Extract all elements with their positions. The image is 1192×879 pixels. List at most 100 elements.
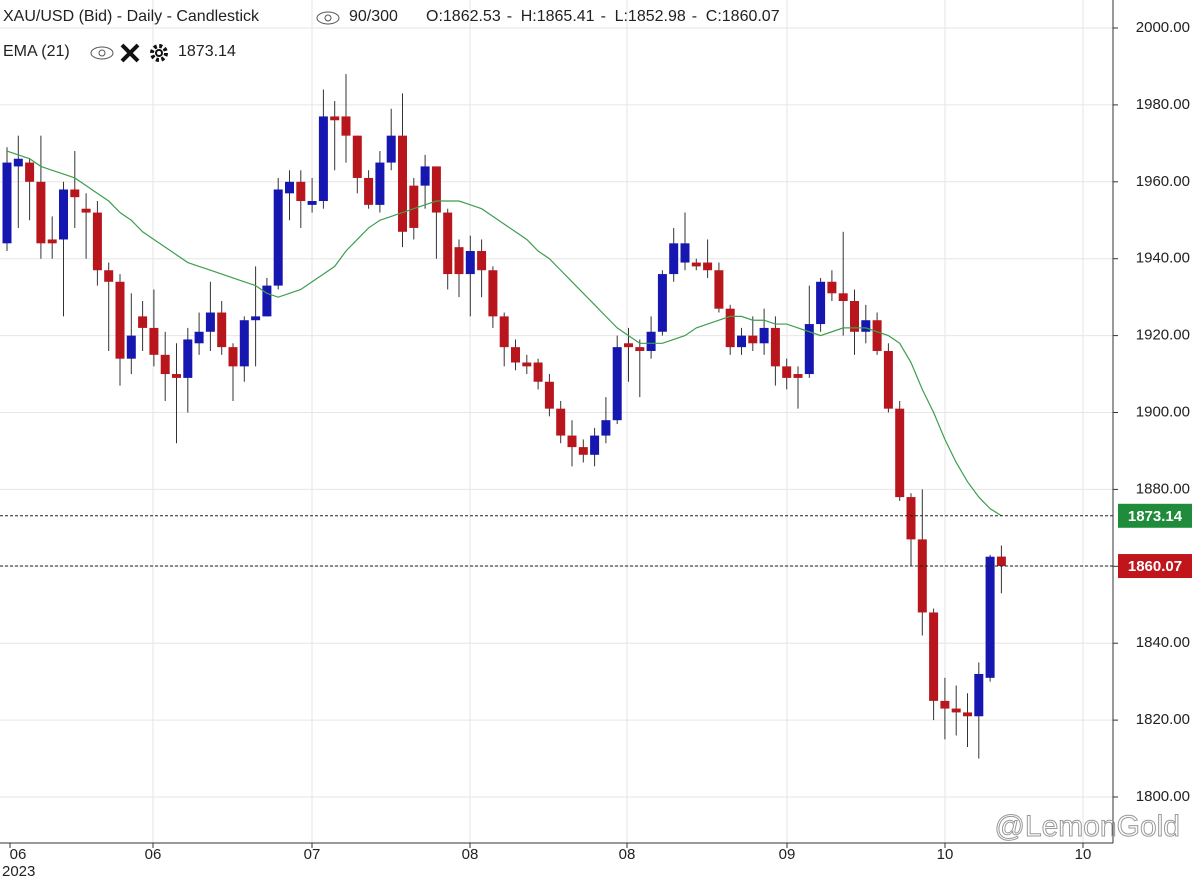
candle-body [398, 135, 407, 232]
candle-body [251, 316, 261, 321]
eye-icon[interactable] [90, 46, 114, 60]
x-tick-label: 10 [937, 846, 954, 863]
x-tick-label: 06 [10, 846, 27, 863]
y-tick-label: 2000.00 [1136, 19, 1190, 36]
candle-body [217, 312, 227, 348]
settings-icon[interactable] [150, 44, 168, 62]
candle-body [477, 251, 487, 271]
candle-body [567, 435, 577, 448]
candle-body [296, 181, 306, 202]
candle-body [793, 374, 803, 378]
y-tick-label: 1800.00 [1136, 788, 1190, 805]
candle-body [465, 251, 475, 275]
candle-body [172, 374, 181, 378]
eye-icon[interactable] [316, 11, 340, 25]
candle-body [691, 262, 701, 267]
candle-body [443, 212, 453, 275]
candle-body [827, 281, 837, 294]
candle-body [590, 435, 600, 455]
candle-body [92, 212, 102, 271]
candle-body [917, 539, 927, 613]
candle-body [669, 243, 679, 275]
candle-body [2, 162, 12, 244]
candle-body [556, 408, 566, 436]
x-year-label: 2023 [2, 863, 35, 879]
candle-body [601, 420, 611, 436]
candle-body [838, 293, 848, 301]
candle-body [544, 381, 554, 409]
candle-body [624, 343, 633, 348]
x-tick-label: 06 [145, 846, 162, 863]
candle-body [929, 612, 939, 701]
candle-body [126, 335, 136, 359]
candle-body [816, 281, 826, 325]
candle-body [759, 327, 769, 344]
candle-body [612, 347, 622, 421]
candle-body [239, 320, 249, 367]
ema-price-label: 1873.14 [1128, 508, 1183, 525]
candle-body [714, 270, 724, 309]
candle-body [115, 281, 125, 359]
candle-body [13, 158, 23, 167]
candle-body [850, 300, 859, 332]
ema-line [6, 150, 1002, 517]
header: XAU/USD (Bid) - Daily - Candlestick 90/3… [3, 8, 780, 63]
candle-body [273, 189, 283, 286]
x-tick-label: 07 [304, 846, 321, 863]
x-tick-label: 09 [779, 846, 796, 863]
remove-icon[interactable] [120, 43, 140, 63]
candle-body [974, 673, 984, 717]
candle-body [431, 166, 441, 213]
candle-body [341, 116, 351, 136]
candle-body [420, 166, 430, 186]
y-tick-label: 1820.00 [1136, 711, 1190, 728]
separator: - [601, 8, 606, 25]
x-tick-label: 08 [462, 846, 479, 863]
candle-body [996, 556, 1006, 567]
candle-body [330, 116, 340, 121]
candle-body [883, 350, 893, 409]
ohlc-readout: C:1860.07 [706, 8, 780, 25]
candle-body [409, 185, 419, 228]
separator: - [507, 8, 512, 25]
y-tick-label: 1840.00 [1136, 634, 1190, 651]
candle-body [985, 556, 995, 678]
candle-body [104, 270, 114, 282]
candle-body [782, 366, 792, 378]
ohlc-readout: L:1852.98 [615, 8, 686, 25]
x-tick-label: 10 [1075, 846, 1092, 863]
candle-body [160, 354, 170, 375]
ema-price-tag [1118, 503, 1192, 528]
close-price-label: 1860.07 [1128, 558, 1182, 575]
candle-body [228, 347, 238, 367]
candle-body [646, 331, 656, 351]
candle-body [963, 712, 972, 717]
watermark: @LemonGold [994, 810, 1180, 843]
candle-body [307, 201, 317, 205]
candle-body [149, 327, 159, 355]
candle-body [183, 339, 193, 378]
candle-body [635, 347, 645, 351]
candle-body [725, 308, 735, 348]
overlay-last-value: 1873.14 [178, 43, 236, 60]
candle-body [703, 262, 713, 271]
close-price-tag [1118, 554, 1192, 579]
candle-body [194, 331, 204, 344]
y-tick-label: 1980.00 [1136, 96, 1190, 113]
candle-body [737, 335, 746, 348]
candle-body [488, 270, 498, 317]
candle-body [499, 316, 509, 348]
overlay-name: EMA (21) [3, 43, 70, 60]
candle-body [906, 497, 916, 540]
candle-body [81, 208, 91, 213]
y-tick-label: 1960.00 [1136, 173, 1190, 190]
separator: - [692, 8, 697, 25]
candle-body [36, 181, 46, 244]
candle-body [386, 135, 396, 163]
y-tick-label: 1900.00 [1136, 403, 1190, 420]
candle-body [951, 708, 961, 713]
chart-title: XAU/USD (Bid) - Daily - Candlestick [3, 8, 260, 25]
candle-body [375, 162, 385, 205]
